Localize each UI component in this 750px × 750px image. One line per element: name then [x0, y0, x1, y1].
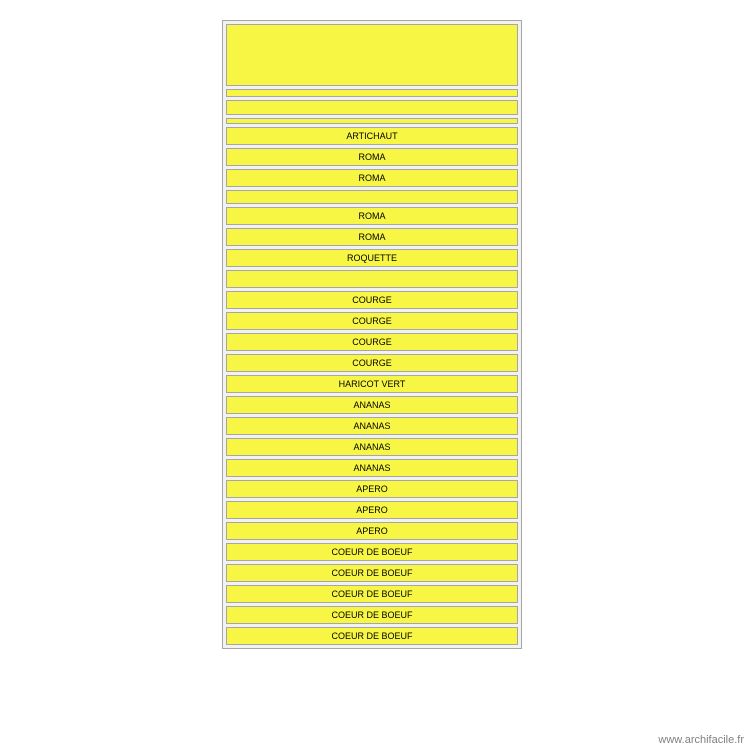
plan-row: COURGE [226, 291, 518, 309]
plan-row: HARICOT VERT [226, 375, 518, 393]
plan-row-label: APERO [356, 506, 388, 515]
plan-row-label: ARTICHAUT [346, 132, 397, 141]
plan-row-label: APERO [356, 527, 388, 536]
plan-row-label: ROMA [359, 174, 386, 183]
plan-row [226, 100, 518, 115]
plan-row: ROMA [226, 228, 518, 246]
plan-row: COEUR DE BOEUF [226, 606, 518, 624]
plan-row: ANANAS [226, 459, 518, 477]
plan-row [226, 24, 518, 86]
plan-row: COURGE [226, 312, 518, 330]
plan-row-label: ANANAS [353, 422, 390, 431]
plan-row [226, 270, 518, 288]
plan-row-label: COEUR DE BOEUF [331, 590, 412, 599]
plan-row: ARTICHAUT [226, 127, 518, 145]
plan-row [226, 118, 518, 124]
plan-row [226, 190, 518, 204]
plan-row-label: COEUR DE BOEUF [331, 569, 412, 578]
plan-row-label: HARICOT VERT [339, 380, 406, 389]
plan-row-label: COEUR DE BOEUF [331, 548, 412, 557]
plan-row-label: COURGE [352, 359, 392, 368]
plan-row: APERO [226, 480, 518, 498]
plan-row-label: ANANAS [353, 443, 390, 452]
plan-row-label: COURGE [352, 296, 392, 305]
plan-row: ANANAS [226, 396, 518, 414]
plan-row-label: APERO [356, 485, 388, 494]
plan-row-label: ANANAS [353, 401, 390, 410]
plan-row: ANANAS [226, 438, 518, 456]
plan-row-label: COEUR DE BOEUF [331, 632, 412, 641]
plan-row [226, 89, 518, 97]
plan-row: COEUR DE BOEUF [226, 564, 518, 582]
plan-row-label: COURGE [352, 338, 392, 347]
garden-plan: ARTICHAUT ROMA ROMA ROMA ROMA ROQUETTE COURGE C… [222, 20, 522, 649]
plan-row: COEUR DE BOEUF [226, 543, 518, 561]
plan-row: ROMA [226, 207, 518, 225]
plan-row-label: ROMA [359, 212, 386, 221]
plan-row-label: COURGE [352, 317, 392, 326]
plan-row: COEUR DE BOEUF [226, 585, 518, 603]
plan-row-label: ROQUETTE [347, 254, 397, 263]
canvas: ARTICHAUT ROMA ROMA ROMA ROMA ROQUETTE COURGE C… [0, 0, 750, 750]
plan-row: COURGE [226, 333, 518, 351]
plan-row: ROMA [226, 169, 518, 187]
plan-row-label: ANANAS [353, 464, 390, 473]
plan-row: COURGE [226, 354, 518, 372]
plan-row: ANANAS [226, 417, 518, 435]
plan-row-label: ROMA [359, 153, 386, 162]
plan-row: ROMA [226, 148, 518, 166]
plan-row: ROQUETTE [226, 249, 518, 267]
plan-row-label: COEUR DE BOEUF [331, 611, 412, 620]
watermark: www.archifacile.fr [658, 734, 744, 746]
plan-row-label: ROMA [359, 233, 386, 242]
plan-row: APERO [226, 522, 518, 540]
plan-row: APERO [226, 501, 518, 519]
plan-row: COEUR DE BOEUF [226, 627, 518, 645]
